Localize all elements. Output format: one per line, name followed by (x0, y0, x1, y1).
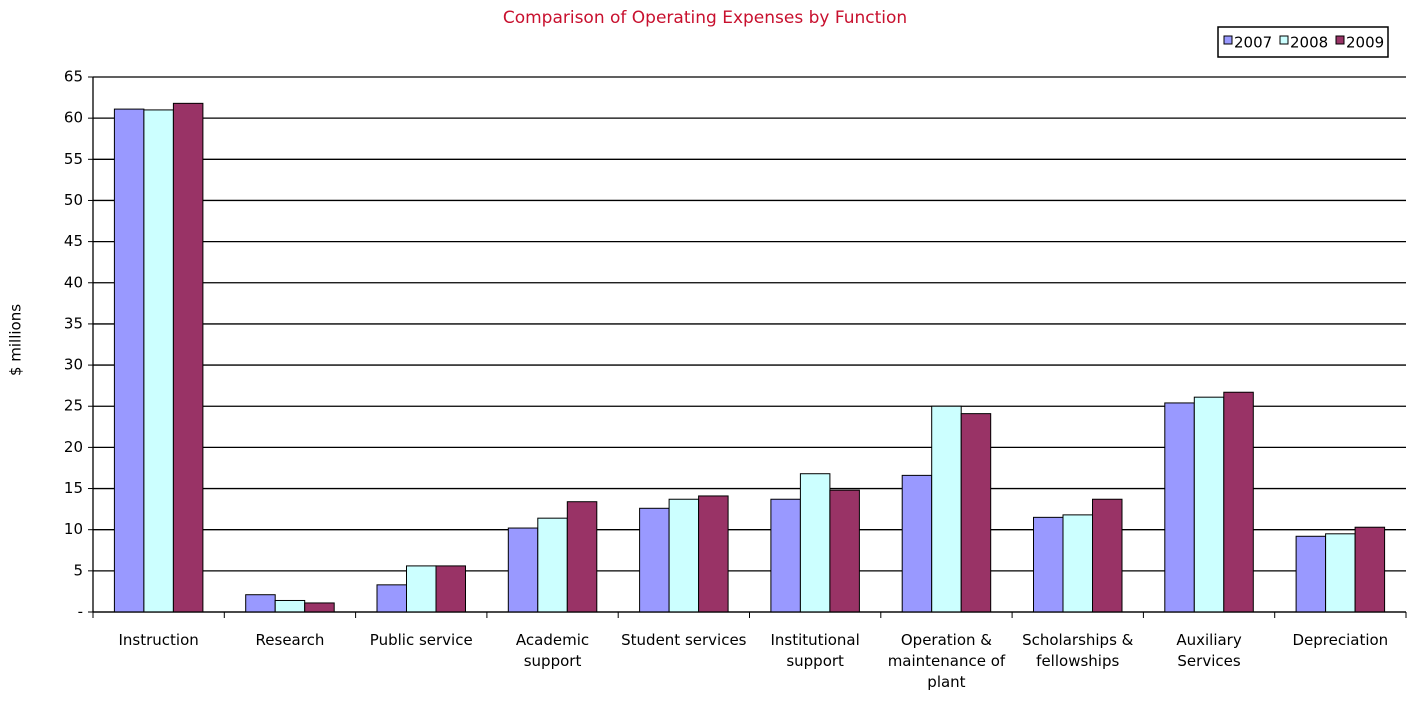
bar (143, 109, 174, 613)
bar (376, 584, 407, 613)
x-tick-label: Scholarships & fellowships (1022, 631, 1134, 670)
bar (1354, 526, 1386, 613)
legend-label: 2009 (1346, 34, 1384, 52)
y-tick-label: 35 (64, 314, 83, 332)
y-tick-label: 20 (64, 438, 83, 456)
bar (172, 102, 204, 613)
x-tick-label-box: Scholarships & fellowships (1022, 631, 1134, 670)
bar (1033, 516, 1064, 613)
x-tick-label: Research (255, 631, 325, 649)
y-tick-label: 15 (64, 479, 83, 497)
bar (799, 473, 831, 613)
y-tick-label: 55 (64, 150, 83, 168)
bar (770, 498, 801, 613)
y-tick-label: 10 (64, 520, 83, 538)
x-tick-label: Academic support (515, 631, 590, 670)
x-tick-label: Institutional support (770, 631, 860, 670)
bar (566, 501, 598, 613)
bar (1223, 391, 1254, 613)
chart-title: Comparison of Operating Expenses by Func… (503, 8, 907, 28)
bar (304, 602, 335, 613)
y-tick-label: 25 (64, 397, 83, 415)
bar (245, 594, 276, 613)
x-tick-label-box: Institutional support (770, 631, 860, 670)
legend-label: 2008 (1290, 34, 1328, 52)
y-tick-label: - (78, 603, 83, 621)
x-tick-label-box: Auxiliary Services (1176, 631, 1242, 670)
bar (639, 507, 670, 613)
bar (406, 565, 437, 613)
bar (1062, 514, 1093, 613)
bar (1325, 533, 1356, 613)
y-tick-label: 5 (73, 561, 83, 579)
y-tick-label: 60 (64, 109, 83, 127)
bar (960, 413, 992, 613)
x-tick-label-box: Public service (369, 631, 473, 649)
bar (274, 599, 306, 613)
bar (901, 474, 933, 613)
x-tick-label-box: Depreciation (1292, 631, 1389, 649)
bar (1092, 498, 1123, 613)
bar (435, 565, 466, 613)
y-axis-label: $ millions (7, 304, 25, 376)
legend-swatch (1335, 35, 1345, 45)
x-tick-label-box: Academic support (515, 631, 590, 670)
y-tick-label: 40 (64, 273, 83, 291)
x-tick-label-box: Operation & maintenance of plant (887, 631, 1006, 691)
bar (507, 527, 539, 613)
bar (537, 517, 568, 613)
x-tick-label: Auxiliary Services (1176, 631, 1242, 670)
legend-swatch (1223, 35, 1233, 45)
x-tick-label: Public service (369, 631, 473, 649)
y-tick-label: 50 (64, 191, 83, 209)
legend-swatch (1279, 35, 1289, 45)
y-tick-label: 65 (64, 68, 83, 86)
y-tick-label: 30 (64, 356, 83, 374)
bar (1164, 402, 1195, 613)
bar (1193, 396, 1225, 613)
bar (829, 489, 860, 613)
bar (668, 498, 700, 613)
bar (931, 405, 962, 613)
legend-label: 2007 (1234, 34, 1272, 52)
y-tick-label: 45 (64, 232, 83, 250)
x-tick-label-box: Instruction (118, 631, 199, 649)
x-tick-label-box: Student services (621, 631, 747, 649)
bar (1295, 535, 1327, 613)
bar (113, 108, 145, 613)
x-tick-label: Depreciation (1292, 631, 1389, 649)
bar (698, 495, 729, 613)
legend-box (1217, 26, 1389, 58)
x-tick-label: Operation & maintenance of plant (887, 631, 1006, 691)
x-tick-label: Instruction (118, 631, 199, 649)
x-tick-label-box: Research (255, 631, 325, 649)
x-tick-label: Student services (621, 631, 747, 649)
